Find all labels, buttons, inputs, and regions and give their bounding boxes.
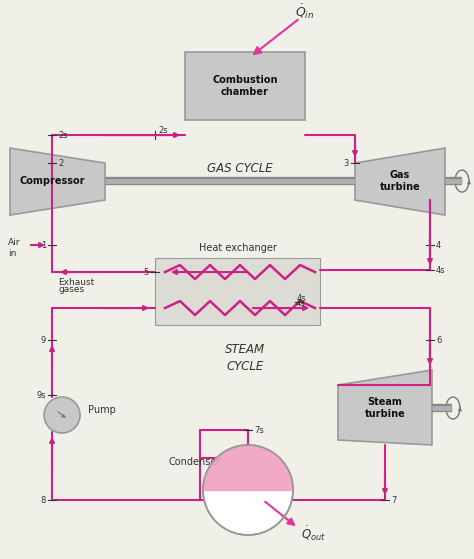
Text: 2s: 2s [158, 126, 168, 135]
Text: $\dot{Q}_{in}$: $\dot{Q}_{in}$ [295, 3, 315, 21]
Text: Steam
turbine: Steam turbine [365, 397, 405, 419]
Text: 1: 1 [41, 240, 46, 249]
Text: Gas
turbine: Gas turbine [380, 170, 420, 192]
Text: 5: 5 [144, 268, 149, 277]
Text: Heat exchanger: Heat exchanger [199, 243, 276, 253]
Text: 7: 7 [391, 495, 396, 505]
Text: Condenser: Condenser [168, 457, 220, 467]
Text: 4s: 4s [297, 293, 307, 302]
Text: 9s: 9s [36, 391, 46, 400]
Text: Exhaust: Exhaust [58, 278, 94, 287]
Circle shape [203, 445, 293, 535]
Text: 3: 3 [344, 159, 349, 168]
Text: Air
in: Air in [8, 238, 20, 258]
Text: 8: 8 [41, 495, 46, 505]
Text: 2: 2 [58, 159, 63, 168]
Text: $\dot{Q}_{out}$: $\dot{Q}_{out}$ [301, 525, 326, 543]
Polygon shape [338, 370, 432, 445]
Text: gases: gases [58, 285, 84, 294]
Text: 4s: 4s [436, 266, 446, 274]
Text: STEAM
CYCLE: STEAM CYCLE [225, 343, 265, 373]
Polygon shape [10, 148, 105, 215]
FancyBboxPatch shape [185, 52, 305, 120]
Text: 4: 4 [436, 240, 441, 249]
Text: 2s: 2s [58, 131, 68, 140]
Text: Compressor: Compressor [19, 176, 85, 186]
Text: 9: 9 [41, 335, 46, 344]
Text: GAS CYCLE: GAS CYCLE [207, 162, 273, 174]
Polygon shape [355, 148, 445, 215]
Text: 6: 6 [436, 335, 441, 344]
Circle shape [44, 397, 80, 433]
FancyBboxPatch shape [155, 258, 320, 325]
Text: 7s: 7s [254, 425, 264, 434]
Text: 4s: 4s [296, 299, 306, 307]
Text: Combustion
chamber: Combustion chamber [212, 75, 278, 97]
Text: Pump: Pump [88, 405, 116, 415]
